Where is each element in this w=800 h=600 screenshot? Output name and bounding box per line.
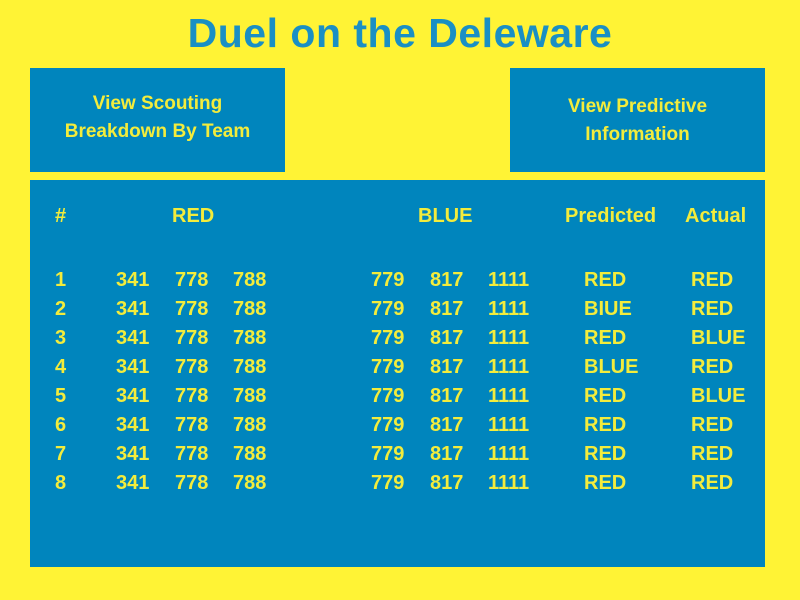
red-team-3: 788 — [233, 298, 267, 320]
red-team-2: 778 — [175, 385, 209, 407]
match-number: 2 — [55, 298, 67, 320]
predicted-winner: RED — [584, 443, 627, 465]
blue-team-2: 817 — [430, 472, 464, 494]
red-team-2: 778 — [175, 472, 209, 494]
red-team-3: 788 — [233, 385, 267, 407]
page-title: Duel on the Deleware — [187, 10, 613, 56]
blue-team-2: 817 — [430, 356, 464, 378]
blue-team-1: 779 — [371, 356, 405, 378]
red-team-2: 778 — [175, 298, 209, 320]
actual-winner: RED — [691, 269, 734, 291]
red-team-1: 341 — [116, 472, 150, 494]
actual-winner: RED — [691, 443, 734, 465]
blue-team-3: 1111 — [488, 327, 530, 349]
header-actual: Actual — [685, 205, 747, 227]
scouting-button-label-line1: View Scouting — [92, 93, 223, 114]
blue-team-1: 779 — [371, 414, 405, 436]
blue-team-1: 779 — [371, 269, 405, 291]
red-team-3: 788 — [233, 472, 267, 494]
predicted-winner: BLUE — [584, 356, 639, 378]
header-blue: BLUE — [418, 205, 473, 227]
header-predicted: Predicted — [565, 205, 657, 227]
blue-team-2: 817 — [430, 385, 464, 407]
header-red: RED — [172, 205, 215, 227]
red-team-2: 778 — [175, 356, 209, 378]
blue-team-3: 1111 — [488, 414, 530, 436]
red-team-3: 788 — [233, 269, 267, 291]
predicted-winner: RED — [584, 385, 627, 407]
red-team-2: 778 — [175, 269, 209, 291]
blue-team-2: 817 — [430, 269, 464, 291]
actual-winner: RED — [691, 472, 734, 494]
match-table-panel: # RED BLUE Predicted Actual 1 341 778 788 77… — [30, 180, 765, 567]
scouting-button-label-line2: Breakdown By Team — [64, 121, 251, 142]
blue-team-3: 1111 — [488, 472, 530, 494]
match-number: 1 — [55, 269, 67, 291]
actual-winner: BLUE — [691, 327, 746, 349]
blue-team-1: 779 — [371, 327, 405, 349]
red-team-3: 788 — [233, 356, 267, 378]
blue-team-3: 1111 — [488, 269, 530, 291]
red-team-2: 778 — [175, 443, 209, 465]
red-team-3: 788 — [233, 327, 267, 349]
predicted-winner: RED — [584, 269, 627, 291]
blue-team-2: 817 — [430, 414, 464, 436]
match-number: 7 — [55, 443, 67, 465]
blue-team-3: 1111 — [488, 443, 530, 465]
red-team-3: 788 — [233, 443, 267, 465]
red-team-1: 341 — [116, 385, 150, 407]
view-scouting-breakdown-button[interactable]: View Scouting Breakdown By Team — [30, 68, 285, 172]
blue-team-2: 817 — [430, 327, 464, 349]
predicted-winner: RED — [584, 327, 627, 349]
match-number: 3 — [55, 327, 67, 349]
actual-winner: BLUE — [691, 385, 746, 407]
red-team-1: 341 — [116, 414, 150, 436]
red-team-1: 341 — [116, 327, 150, 349]
blue-team-2: 817 — [430, 298, 464, 320]
red-team-3: 788 — [233, 414, 267, 436]
blue-team-2: 817 — [430, 443, 464, 465]
red-team-2: 778 — [175, 327, 209, 349]
predicted-winner: RED — [584, 414, 627, 436]
blue-team-3: 1111 — [488, 298, 530, 320]
blue-team-3: 1111 — [488, 385, 530, 407]
match-number: 5 — [55, 385, 67, 407]
match-number: 6 — [55, 414, 67, 436]
blue-team-1: 779 — [371, 385, 405, 407]
match-number: 8 — [55, 472, 67, 494]
actual-winner: RED — [691, 356, 734, 378]
blue-team-1: 779 — [371, 443, 405, 465]
actual-winner: RED — [691, 298, 734, 320]
predictive-button-label-line2: Information — [585, 124, 690, 145]
red-team-1: 341 — [116, 269, 150, 291]
predicted-winner: BIUE — [584, 298, 632, 320]
header-number: # — [55, 205, 67, 227]
red-team-1: 341 — [116, 298, 150, 320]
predicted-winner: RED — [584, 472, 627, 494]
red-team-2: 778 — [175, 414, 209, 436]
blue-team-3: 1111 — [488, 356, 530, 378]
red-team-1: 341 — [116, 443, 150, 465]
blue-team-1: 779 — [371, 472, 405, 494]
view-predictive-information-button[interactable]: View Predictive Information — [510, 68, 765, 172]
match-number: 4 — [55, 356, 67, 378]
predictive-button-label-line1: View Predictive — [567, 96, 708, 117]
red-team-1: 341 — [116, 356, 150, 378]
actual-winner: RED — [691, 414, 734, 436]
blue-team-1: 779 — [371, 298, 405, 320]
